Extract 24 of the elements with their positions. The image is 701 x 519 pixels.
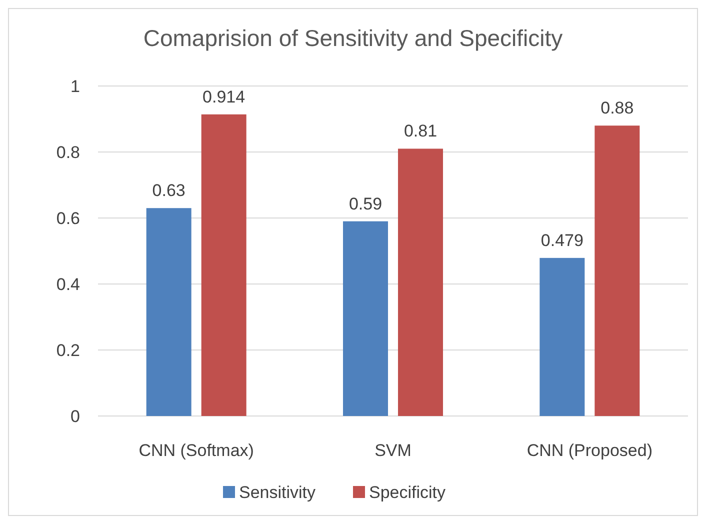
bar [343, 221, 388, 416]
data-label: 0.81 [404, 122, 438, 141]
bar [398, 148, 443, 416]
y-tick-label: 0.8 [56, 142, 80, 162]
data-label: 0.479 [540, 230, 584, 250]
x-tick-label: SVM [374, 441, 412, 460]
chart-title: Comaprision of Sensitivity and Specificity [143, 25, 564, 51]
x-tick-label: CNN (Proposed) [526, 441, 652, 460]
bar [594, 126, 640, 416]
data-label: 0.59 [348, 194, 382, 214]
y-tick-label: 0.4 [56, 274, 80, 294]
bar [146, 208, 192, 416]
bar [540, 258, 585, 416]
y-tick-label: 0.2 [56, 340, 80, 360]
data-label: 0.914 [202, 87, 246, 106]
data-label: 0.88 [600, 98, 634, 118]
bar [201, 114, 246, 416]
x-tick-label: CNN (Softmax) [138, 441, 254, 460]
y-tick-label: 0 [70, 406, 80, 426]
legend-label: Specificity [369, 483, 446, 502]
legend-label: Sensitivity [239, 483, 316, 502]
y-tick-label: 0.6 [56, 208, 80, 228]
data-label: 0.63 [152, 181, 186, 200]
y-tick-label: 1 [70, 76, 80, 96]
